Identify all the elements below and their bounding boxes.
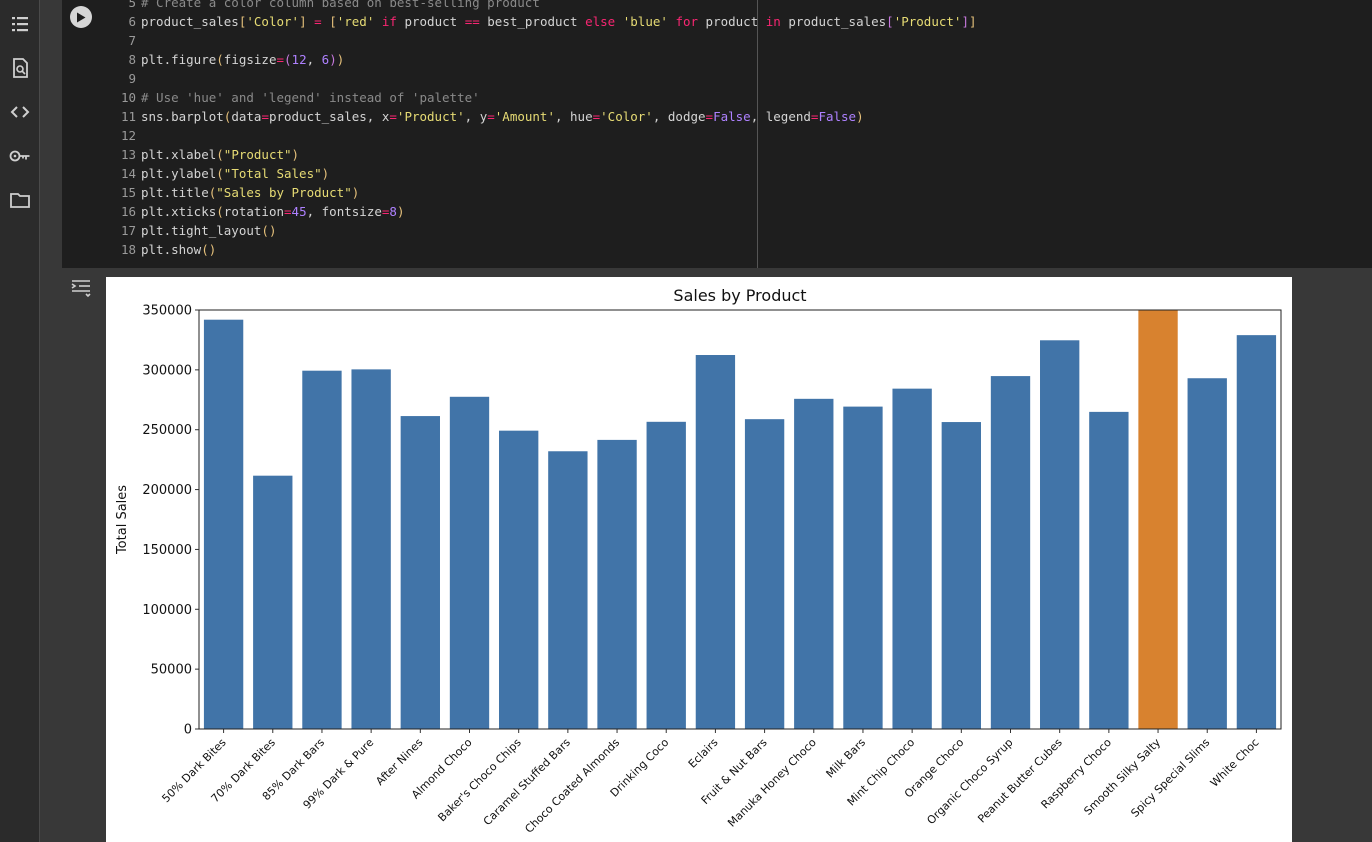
line-number: 18	[120, 242, 136, 257]
line-number: 7	[128, 33, 136, 48]
x-tick-label: Organic Choco Syrup	[924, 736, 1015, 827]
y-tick-label: 250000	[142, 423, 192, 438]
bar	[1236, 335, 1277, 729]
code-line[interactable]: 6 product_sales['Color'] = ['red' if prod…	[110, 12, 977, 31]
code-cell-editor[interactable]	[62, 0, 1372, 268]
bar	[351, 369, 391, 729]
bar	[499, 430, 539, 729]
bar	[597, 439, 637, 729]
line-number: 9	[128, 71, 136, 86]
code-snippets-icon[interactable]	[8, 100, 32, 124]
x-tick-label: Choco Coated Almonds	[522, 736, 622, 836]
code-line[interactable]: 17 plt.tight_layout()	[110, 221, 977, 240]
x-tick-label: After Nines	[373, 736, 425, 788]
bar	[794, 398, 834, 729]
chart-title: Sales by Product	[673, 286, 806, 305]
code-text: plt.xlabel("Product")	[141, 147, 300, 162]
bar	[1138, 310, 1178, 729]
bar	[646, 421, 686, 729]
bar	[203, 319, 244, 729]
code-text: plt.tight_layout()	[141, 223, 277, 238]
code-line[interactable]: 13 plt.xlabel("Product")	[110, 145, 977, 164]
cell-gutter	[40, 0, 62, 842]
x-tick-label: Eclairs	[686, 736, 721, 771]
run-cell-button[interactable]	[70, 6, 92, 28]
plot-frame	[198, 309, 1282, 730]
code-line[interactable]: 14 plt.ylabel("Total Sales")	[110, 164, 977, 183]
files-folder-icon[interactable]	[8, 188, 32, 212]
line-number: 6	[128, 14, 136, 29]
find-replace-icon[interactable]	[8, 56, 32, 80]
code-text: plt.figure(figsize=(12, 6))	[141, 52, 345, 67]
y-tick-label: 0	[184, 723, 192, 738]
x-tick-label: White Choc	[1208, 736, 1262, 790]
code-line[interactable]: 12	[110, 126, 977, 145]
secrets-key-icon[interactable]	[8, 144, 32, 168]
bar	[1187, 378, 1227, 729]
editor-ruler	[757, 0, 758, 268]
y-tick-label: 100000	[142, 603, 192, 618]
y-tick-label: 200000	[142, 483, 192, 498]
bar	[941, 422, 981, 729]
code-line[interactable]: 5 # Create a color column based on best-s…	[110, 0, 977, 12]
code-text: plt.ylabel("Total Sales")	[141, 166, 330, 181]
y-tick-label: 50000	[151, 663, 192, 678]
line-number: 14	[120, 166, 136, 181]
code-line[interactable]: 16 plt.xticks(rotation=45, fontsize=8)	[110, 202, 977, 221]
bar	[892, 388, 932, 729]
code-line[interactable]: 7	[110, 31, 977, 50]
line-number: 16	[120, 204, 136, 219]
code-line[interactable]: 10 # Use 'hue' and 'legend' instead of 'p…	[110, 88, 977, 107]
bar	[695, 355, 736, 729]
bar	[1040, 340, 1080, 729]
play-icon	[77, 12, 86, 22]
line-number: 12	[120, 128, 136, 143]
y-tick-label: 150000	[142, 543, 192, 558]
code-text: product_sales['Color'] = ['red' if produ…	[141, 14, 977, 29]
bar	[449, 396, 490, 729]
output-actions-icon[interactable]	[70, 276, 92, 298]
code-line[interactable]: 18 plt.show()	[110, 240, 977, 259]
plot-output: 50% Dark Bites 70% Dark Bites 85% Dark Bar…	[106, 277, 1292, 842]
x-tick-label: Peanut Butter Cubes	[975, 736, 1065, 826]
line-number: 8	[128, 52, 136, 67]
left-sidebar	[0, 0, 40, 842]
x-tick-label: Manuka Honey Choco	[725, 736, 819, 830]
code-text: plt.xticks(rotation=45, fontsize=8)	[141, 204, 405, 219]
bar	[990, 376, 1031, 729]
code-text: plt.show()	[141, 242, 217, 257]
bar	[1089, 411, 1129, 729]
x-tick-label: Caramel Stuffed Bars	[481, 736, 573, 828]
code-text: plt.title("Sales by Product")	[141, 185, 360, 200]
line-number: 15	[120, 185, 136, 200]
bar	[400, 416, 440, 729]
table-of-contents-icon[interactable]	[8, 12, 32, 36]
bar	[253, 475, 293, 729]
bar	[744, 419, 785, 729]
bar	[548, 451, 588, 729]
code-text: # Use 'hue' and 'legend' instead of 'pal…	[141, 90, 480, 105]
line-number: 10	[120, 90, 136, 105]
x-tick-label: Milk Bars	[824, 736, 869, 781]
code-line[interactable]: 8 plt.figure(figsize=(12, 6))	[110, 50, 977, 69]
bar	[302, 370, 342, 729]
y-axis-label: Total Sales	[115, 485, 130, 555]
line-number: 17	[120, 223, 136, 238]
line-number: 11	[120, 109, 136, 124]
code-text: # Create a color column based on best-se…	[141, 0, 540, 10]
line-number: 13	[120, 147, 136, 162]
code-line[interactable]: 15 plt.title("Sales by Product")	[110, 183, 977, 202]
code-lines[interactable]: 5 # Create a color column based on best-s…	[110, 0, 977, 259]
code-line[interactable]: 9	[110, 69, 977, 88]
code-line[interactable]: 11 sns.barplot(data=product_sales, x='Pro…	[110, 107, 977, 126]
y-tick-label: 350000	[142, 304, 192, 319]
bar	[843, 406, 883, 729]
code-text: sns.barplot(data=product_sales, x='Produ…	[141, 109, 864, 124]
y-tick-label: 300000	[142, 363, 192, 378]
x-tick-label: Baker's Choco Chips	[435, 736, 523, 824]
line-number: 5	[128, 0, 136, 10]
